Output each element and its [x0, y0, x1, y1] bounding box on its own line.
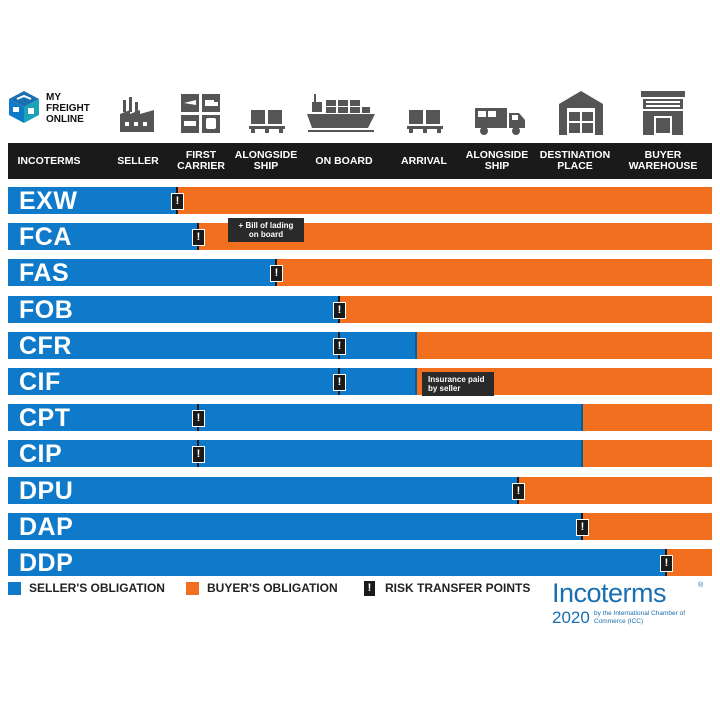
logo-line-1: MY: [46, 92, 61, 103]
myfreightonline-logo: MY FREIGHT ONLINE: [8, 88, 108, 130]
legend-seller: SELLER'S OBLIGATION: [8, 580, 165, 596]
seller-obligation-bar: [8, 368, 416, 395]
header-seller: SELLER: [117, 154, 159, 167]
legend-seller-label: SELLER'S OBLIGATION: [29, 581, 165, 595]
term-code: DAP: [19, 513, 74, 541]
risk-transfer-marker-icon: !: [270, 265, 283, 282]
risk-transfer-marker-icon: !: [192, 229, 205, 246]
risk-transfer-marker-icon: !: [333, 374, 346, 391]
risk-marker-icon: !: [364, 580, 375, 596]
risk-transfer-marker-icon: !: [171, 193, 184, 210]
risk-transfer-marker-icon: !: [192, 446, 205, 463]
container-ship-icon: [307, 94, 375, 132]
risk-transfer-marker-icon: !: [512, 483, 525, 500]
seller-obligation-bar: [8, 187, 177, 214]
seller-obligation-bar: [8, 296, 339, 323]
buyer-swatch: [186, 581, 199, 595]
legend-risk: ! RISK TRANSFER POINTS: [364, 580, 530, 596]
truck-icon: [475, 108, 525, 135]
factory-icon: [120, 97, 154, 132]
term-code: CIF: [19, 368, 61, 396]
term-code: CFR: [19, 332, 72, 360]
term-code: FCA: [19, 223, 72, 251]
incoterms-subtitle: by the International Chamber of Commerce…: [594, 610, 686, 625]
term-code: CPT: [19, 404, 71, 432]
term-row-exw: EXW!: [8, 187, 712, 215]
logo-text: MY FREIGHT ONLINE: [46, 92, 90, 125]
logo-line-3: ONLINE: [46, 114, 84, 125]
seller-obligation-bar: [8, 404, 582, 431]
legend: SELLER'S OBLIGATION BUYER'S OBLIGATION !…: [8, 580, 548, 596]
seller-obligation-bar: [8, 513, 582, 540]
header-alongside-ship-2: ALONGSIDE SHIP: [465, 149, 529, 172]
term-row-cpt: CPT!: [8, 404, 712, 432]
term-code: CIP: [19, 440, 63, 468]
term-row-fob: FOB!: [8, 296, 712, 324]
term-row-fca: FCA! + Bill of lading on board: [8, 218, 712, 251]
term-row-cif: CIF! Insurance paid by seller: [8, 368, 712, 396]
header-buyer-warehouse: BUYER WAREHOUSE: [628, 149, 698, 172]
pallet-boxes-icon: [249, 110, 285, 133]
seller-obligation-bar: [8, 259, 276, 286]
risk-transfer-marker-icon: !: [192, 410, 205, 427]
cost-transfer-line: [415, 368, 417, 395]
risk-transfer-marker-icon: !: [333, 302, 346, 319]
header-on-board: ON BOARD: [315, 154, 373, 167]
cost-transfer-line: [581, 404, 583, 431]
isometric-cube-logo-icon: [9, 91, 39, 123]
term-code: EXW: [19, 187, 78, 215]
registered-mark: ®: [698, 582, 704, 589]
legend-buyer: BUYER'S OBLIGATION: [186, 580, 338, 596]
term-code: FOB: [19, 296, 74, 324]
pallet-boxes-icon: [407, 110, 443, 133]
warehouse-icon: [559, 91, 603, 135]
term-note: Insurance paid by seller: [422, 372, 494, 396]
incoterms-2020-logo: Incoterms ® 2020 by the International Ch…: [552, 578, 712, 628]
header-bar: INCOTERMS SELLER FIRST CARRIER ALONGSIDE…: [8, 143, 712, 179]
incoterms-year: 2020: [552, 608, 590, 627]
seller-obligation-bar: [8, 440, 582, 467]
logo-line-2: FREIGHT: [46, 103, 90, 114]
incoterms-word: Incoterms: [552, 578, 667, 609]
risk-transfer-marker-icon: !: [333, 338, 346, 355]
term-code: FAS: [19, 259, 70, 287]
term-row-dpu: DPU!: [8, 477, 712, 505]
seller-obligation-bar: [8, 332, 416, 359]
header-arrival: ARRIVAL: [401, 154, 447, 167]
legend-risk-label: RISK TRANSFER POINTS: [385, 581, 531, 595]
header-first-carrier: FIRST CARRIER: [177, 149, 225, 172]
cost-transfer-line: [581, 440, 583, 467]
seller-obligation-bar: [8, 477, 518, 504]
seller-obligation-bar: [8, 223, 198, 250]
term-note: + Bill of lading on board: [228, 218, 304, 242]
header-destination-place: DESTINATION PLACE: [539, 149, 611, 172]
cost-transfer-line: [415, 332, 417, 359]
term-code: DDP: [19, 549, 74, 577]
header-incoterms: INCOTERMS: [17, 154, 81, 167]
incoterms-wordmark: Incoterms: [552, 578, 667, 608]
term-row-dap: DAP!: [8, 513, 712, 541]
term-row-ddp: DDP!: [8, 549, 712, 577]
term-row-fas: FAS!: [8, 259, 712, 287]
storefront-icon: [641, 91, 685, 135]
header-alongside-ship: ALONGSIDE SHIP: [234, 149, 298, 172]
term-row-cfr: CFR!: [8, 332, 712, 360]
transport-modes-icon: [181, 94, 220, 133]
seller-obligation-bar: [8, 549, 666, 576]
term-row-cip: CIP!: [8, 440, 712, 468]
risk-transfer-marker-icon: !: [660, 555, 673, 572]
term-code: DPU: [19, 477, 74, 505]
legend-buyer-label: BUYER'S OBLIGATION: [207, 581, 338, 595]
risk-transfer-marker-icon: !: [576, 519, 589, 536]
seller-swatch: [8, 581, 21, 595]
